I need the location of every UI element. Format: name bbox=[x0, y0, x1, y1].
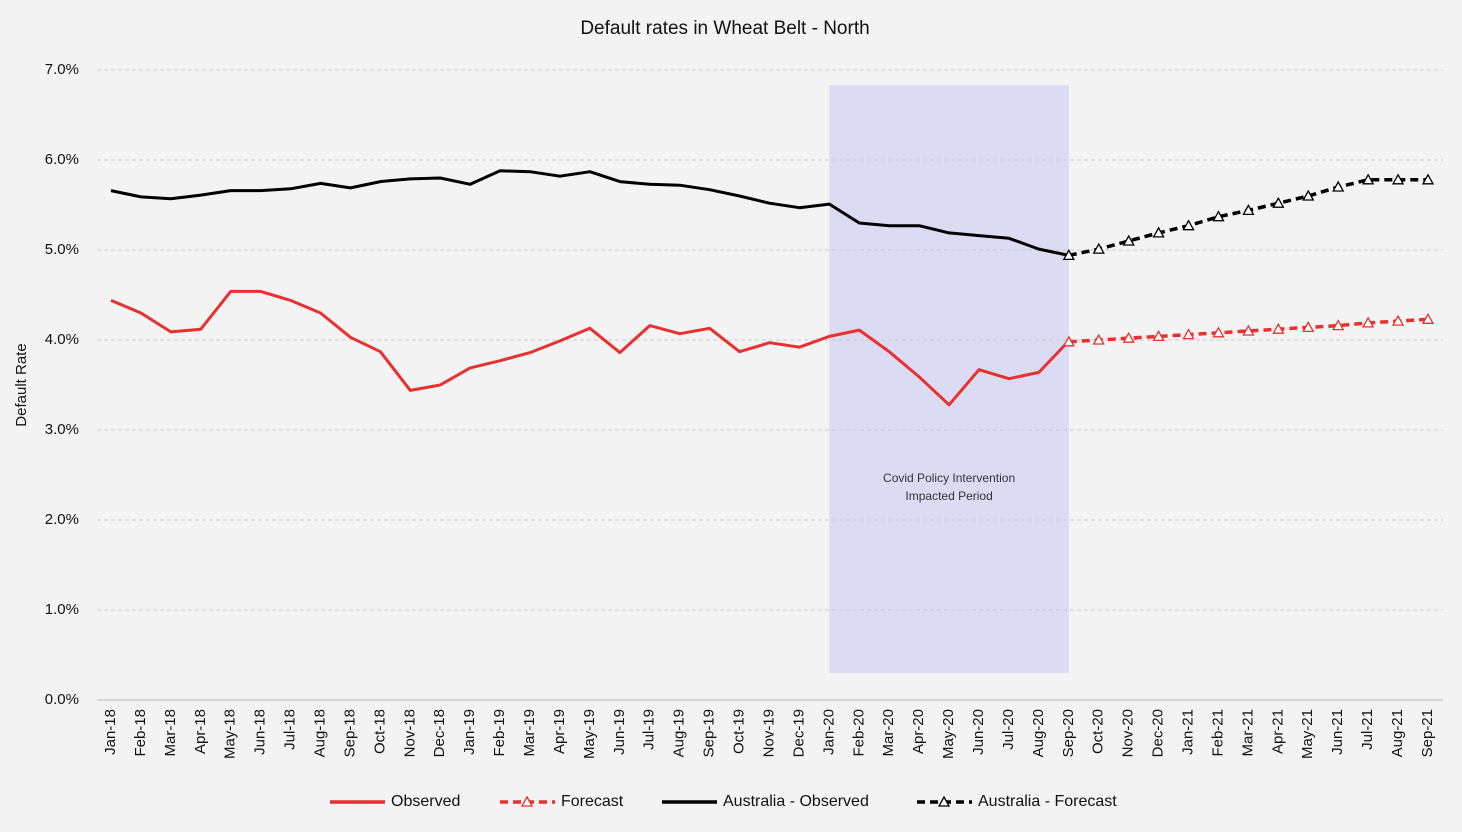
x-tick-label: Sep-20 bbox=[1060, 709, 1077, 757]
y-tick-label: 7.0% bbox=[45, 61, 79, 78]
x-tick-label: Apr-20 bbox=[910, 709, 927, 754]
x-tick-label: Feb-21 bbox=[1209, 709, 1226, 757]
y-tick-label: 3.0% bbox=[45, 421, 79, 438]
x-tick-label: Mar-18 bbox=[162, 709, 179, 757]
y-tick-label: 6.0% bbox=[45, 151, 79, 168]
x-tick-label: Dec-20 bbox=[1150, 709, 1167, 757]
x-tick-label: Sep-18 bbox=[341, 709, 358, 757]
y-tick-label: 1.0% bbox=[45, 601, 79, 618]
x-tick-label: Jul-21 bbox=[1359, 709, 1376, 750]
series-marker bbox=[1421, 173, 1435, 185]
x-tick-label: Sep-19 bbox=[701, 709, 718, 757]
x-tick-label: Jan-21 bbox=[1180, 709, 1197, 755]
series-line bbox=[110, 289, 1070, 407]
x-tick-label: Sep-21 bbox=[1419, 709, 1436, 757]
series-marker bbox=[1272, 196, 1285, 208]
y-tick-label: 5.0% bbox=[45, 241, 79, 258]
x-tick-label: Feb-20 bbox=[850, 709, 867, 757]
series-marker bbox=[1332, 319, 1345, 331]
region-label: Covid Policy Intervention bbox=[883, 471, 1015, 485]
x-tick-label: Apr-19 bbox=[551, 709, 568, 754]
series-marker bbox=[1362, 316, 1375, 328]
x-tick-label: Jun-18 bbox=[252, 709, 269, 755]
series-marker bbox=[1362, 173, 1375, 185]
legend-marker bbox=[937, 795, 951, 807]
x-tick-label: Nov-18 bbox=[401, 709, 418, 757]
series-marker bbox=[1242, 204, 1255, 216]
series-marker bbox=[1092, 242, 1105, 254]
series-marker bbox=[1332, 180, 1345, 192]
series-marker bbox=[1421, 312, 1435, 324]
x-tick-label: Dec-19 bbox=[790, 709, 807, 757]
legend-label: Forecast bbox=[561, 793, 624, 810]
x-tick-label: Feb-18 bbox=[132, 709, 149, 757]
x-tick-label: Mar-20 bbox=[880, 709, 897, 757]
series-marker bbox=[1182, 219, 1195, 231]
x-tick-label: Oct-20 bbox=[1090, 709, 1107, 754]
series-marker bbox=[1272, 322, 1285, 334]
x-tick-label: Apr-21 bbox=[1269, 709, 1286, 754]
x-tick-label: Aug-18 bbox=[311, 709, 328, 757]
series-marker bbox=[1212, 326, 1225, 338]
x-tick-label: Jun-21 bbox=[1329, 709, 1346, 755]
series-marker bbox=[1391, 314, 1405, 326]
x-tick-label: May-19 bbox=[581, 709, 598, 759]
series-marker bbox=[1182, 328, 1195, 340]
x-tick-label: Jul-20 bbox=[1000, 709, 1017, 750]
x-tick-label: May-18 bbox=[222, 709, 239, 759]
y-tick-label: 2.0% bbox=[45, 511, 79, 528]
x-tick-label: Aug-21 bbox=[1389, 709, 1406, 757]
x-tick-label: Apr-18 bbox=[192, 709, 209, 754]
legend-label: Australia - Forecast bbox=[978, 793, 1117, 810]
series-marker bbox=[1391, 173, 1405, 185]
legend-label: Australia - Observed bbox=[723, 793, 869, 810]
series-marker bbox=[1122, 234, 1135, 246]
x-tick-label: Oct-18 bbox=[371, 709, 388, 754]
x-tick-label: Nov-19 bbox=[760, 709, 777, 757]
x-tick-label: Jan-20 bbox=[820, 709, 837, 755]
series-marker bbox=[1152, 330, 1165, 342]
series-marker bbox=[1212, 210, 1225, 222]
series-line bbox=[110, 169, 1070, 257]
region-label: Impacted Period bbox=[905, 489, 992, 503]
x-tick-label: Jan-19 bbox=[461, 709, 478, 755]
x-tick-label: Aug-19 bbox=[671, 709, 688, 757]
x-tick-label: Aug-20 bbox=[1030, 709, 1047, 757]
series-marker bbox=[1302, 321, 1315, 333]
legend-marker bbox=[520, 795, 534, 807]
x-tick-label: Dec-18 bbox=[431, 709, 448, 757]
y-tick-label: 4.0% bbox=[45, 331, 79, 348]
y-axis-label: Default Rate bbox=[13, 343, 30, 426]
x-tick-label: Mar-19 bbox=[521, 709, 538, 757]
x-tick-label: Jul-19 bbox=[641, 709, 658, 750]
x-tick-label: Feb-19 bbox=[491, 709, 508, 757]
shaded-region bbox=[829, 85, 1069, 674]
x-tick-label: Jun-19 bbox=[611, 709, 628, 755]
x-tick-label: Jan-18 bbox=[102, 709, 119, 755]
series-marker bbox=[1152, 226, 1165, 238]
series-marker bbox=[1302, 189, 1315, 201]
x-tick-label: May-20 bbox=[940, 709, 957, 759]
series-marker bbox=[1092, 333, 1105, 345]
x-tick-label: Mar-21 bbox=[1239, 709, 1256, 757]
series-marker bbox=[1062, 335, 1075, 347]
y-tick-label: 0.0% bbox=[45, 691, 79, 708]
x-tick-label: Jun-20 bbox=[970, 709, 987, 755]
series-marker bbox=[1242, 324, 1255, 336]
legend-label: Observed bbox=[391, 793, 460, 810]
x-tick-label: Oct-19 bbox=[731, 709, 748, 754]
chart-title: Default rates in Wheat Belt - North bbox=[580, 18, 869, 39]
series-marker bbox=[1062, 249, 1075, 261]
x-tick-label: Nov-20 bbox=[1120, 709, 1137, 757]
x-tick-label: May-21 bbox=[1299, 709, 1316, 759]
series-marker bbox=[1122, 331, 1135, 343]
x-tick-label: Jul-18 bbox=[282, 709, 299, 750]
